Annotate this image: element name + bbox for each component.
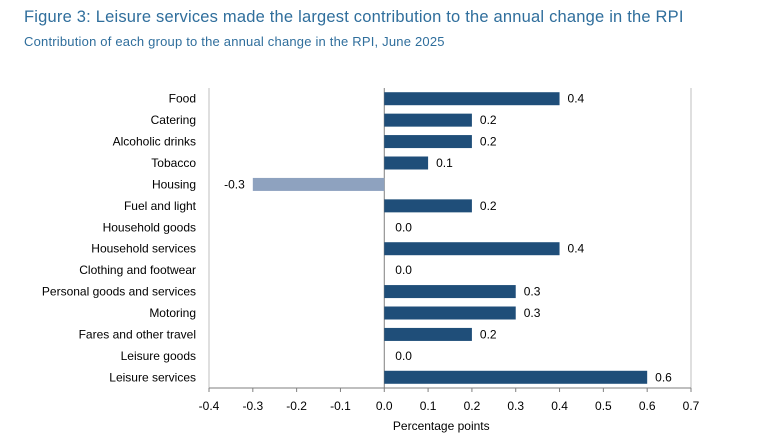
- x-tick-label: 0.6: [639, 399, 656, 413]
- chart-title: Figure 3: Leisure services made the larg…: [24, 8, 684, 26]
- data-label: 0.1: [436, 156, 453, 170]
- category-label: Tobacco: [151, 156, 196, 170]
- x-tick-label: 0.5: [595, 399, 612, 413]
- category-label: Catering: [151, 113, 196, 127]
- bar: [384, 113, 472, 127]
- x-tick-label: -0.2: [286, 399, 307, 413]
- data-label: 0.2: [480, 135, 497, 149]
- category-label: Leisure goods: [121, 349, 196, 363]
- x-axis-label: Percentage points: [393, 419, 490, 433]
- category-label: Fares and other travel: [79, 327, 196, 341]
- data-label: 0.0: [395, 263, 412, 277]
- chart-subtitle: Contribution of each group to the annual…: [24, 34, 445, 49]
- category-label: Alcoholic drinks: [113, 135, 196, 149]
- x-tick-label: 0.7: [683, 399, 700, 413]
- data-label: 0.2: [480, 327, 497, 341]
- x-tick-label: 0.4: [551, 399, 568, 413]
- x-tick-label: 0.1: [420, 399, 437, 413]
- x-tick-label: -0.1: [330, 399, 351, 413]
- x-tick-label: -0.4: [199, 399, 220, 413]
- bar: [384, 135, 472, 149]
- category-label: Household services: [91, 242, 196, 256]
- x-tick-label: 0.0: [376, 399, 393, 413]
- category-label: Fuel and light: [124, 199, 197, 213]
- data-label: 0.0: [395, 220, 412, 234]
- category-label: Clothing and footwear: [79, 263, 196, 277]
- category-label: Food: [169, 92, 196, 106]
- bar: [384, 327, 472, 341]
- data-label: 0.2: [480, 113, 497, 127]
- data-label: 0.3: [524, 285, 541, 299]
- category-label: Leisure services: [109, 370, 196, 384]
- data-label: 0.6: [655, 370, 672, 384]
- category-label: Motoring: [149, 306, 196, 320]
- data-label: 0.3: [524, 306, 541, 320]
- category-label: Housing: [152, 177, 196, 191]
- x-tick-label: -0.3: [242, 399, 263, 413]
- bar: [384, 242, 560, 256]
- data-label: 0.4: [568, 242, 585, 256]
- bar: [384, 306, 516, 320]
- bar: [384, 156, 429, 170]
- bar: [252, 177, 385, 191]
- data-label: 0.2: [480, 199, 497, 213]
- bar: [384, 285, 516, 299]
- data-label: 0.0: [395, 349, 412, 363]
- data-label: -0.3: [224, 177, 245, 191]
- category-label: Household goods: [103, 220, 196, 234]
- bar: [384, 199, 472, 213]
- category-label: Personal goods and services: [42, 285, 196, 299]
- data-label: 0.4: [568, 92, 585, 106]
- bar: [384, 92, 560, 106]
- x-tick-label: 0.2: [464, 399, 481, 413]
- bar: [384, 370, 648, 384]
- x-tick-label: 0.3: [507, 399, 524, 413]
